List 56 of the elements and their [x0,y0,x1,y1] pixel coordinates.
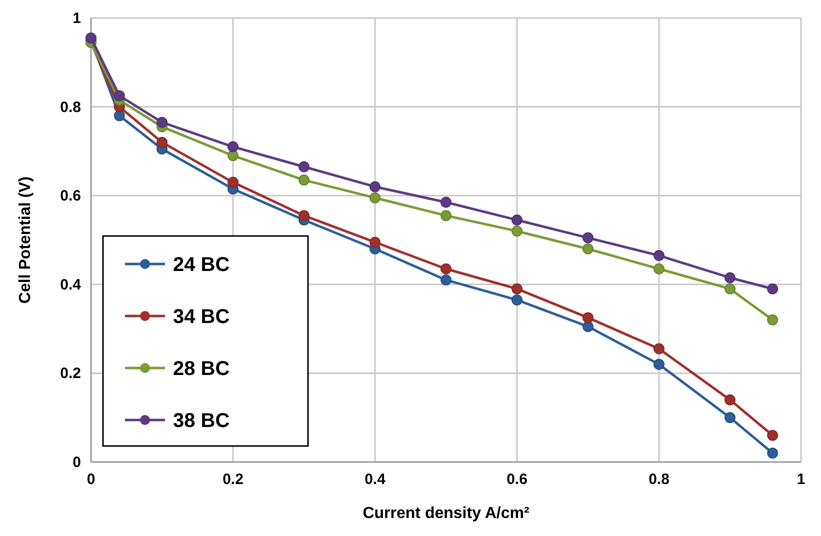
x-tick-label: 0.4 [364,471,386,488]
point [512,294,522,306]
point [114,90,125,102]
point [440,210,452,222]
point [582,232,594,244]
legend-label: 34 BC [173,306,230,328]
point [440,263,452,274]
x-tick-label: 0.6 [506,471,528,488]
point [228,150,238,162]
point [228,176,238,188]
point [654,343,664,354]
point [724,272,736,284]
y-axis-title: Cell Potential (V) [17,176,34,304]
legend-label: 28 BC [173,358,230,380]
point [582,312,594,324]
point [582,321,594,332]
x-axis-title: Current density A/cm² [362,505,530,522]
point [654,263,664,274]
y-tick-label: 0.8 [60,98,81,116]
point [156,136,168,148]
x-tick-label: 1 [796,471,806,488]
point [228,141,238,152]
point [440,196,452,208]
point [370,236,380,248]
point [654,250,664,262]
point [512,226,522,237]
point [370,181,380,192]
legend-label: 38 BC [173,410,230,432]
y-tick-label: 0 [72,454,81,471]
x-tick-label: 0.8 [648,471,670,488]
point [724,283,736,294]
point [512,214,522,226]
point [724,412,736,424]
point [298,161,310,172]
point [298,174,310,186]
point [582,243,594,254]
point [724,394,736,406]
y-tick-label: 0.4 [60,276,82,294]
point [298,210,310,222]
point [512,283,522,294]
y-tick-label: 0.6 [60,188,81,205]
point [767,283,778,294]
point [767,448,778,459]
x-tick-label: 0 [86,471,96,488]
point [440,274,452,286]
y-tick-label: 1 [72,10,81,27]
point [86,32,96,44]
point [654,358,664,370]
point [767,314,778,326]
point [370,192,380,204]
y-tick-label: 0.2 [60,365,81,382]
point [114,110,125,122]
x-tick-label: 0.2 [222,471,244,488]
point [767,430,778,441]
legend-label: 24 BC [173,254,230,276]
point [156,116,168,128]
